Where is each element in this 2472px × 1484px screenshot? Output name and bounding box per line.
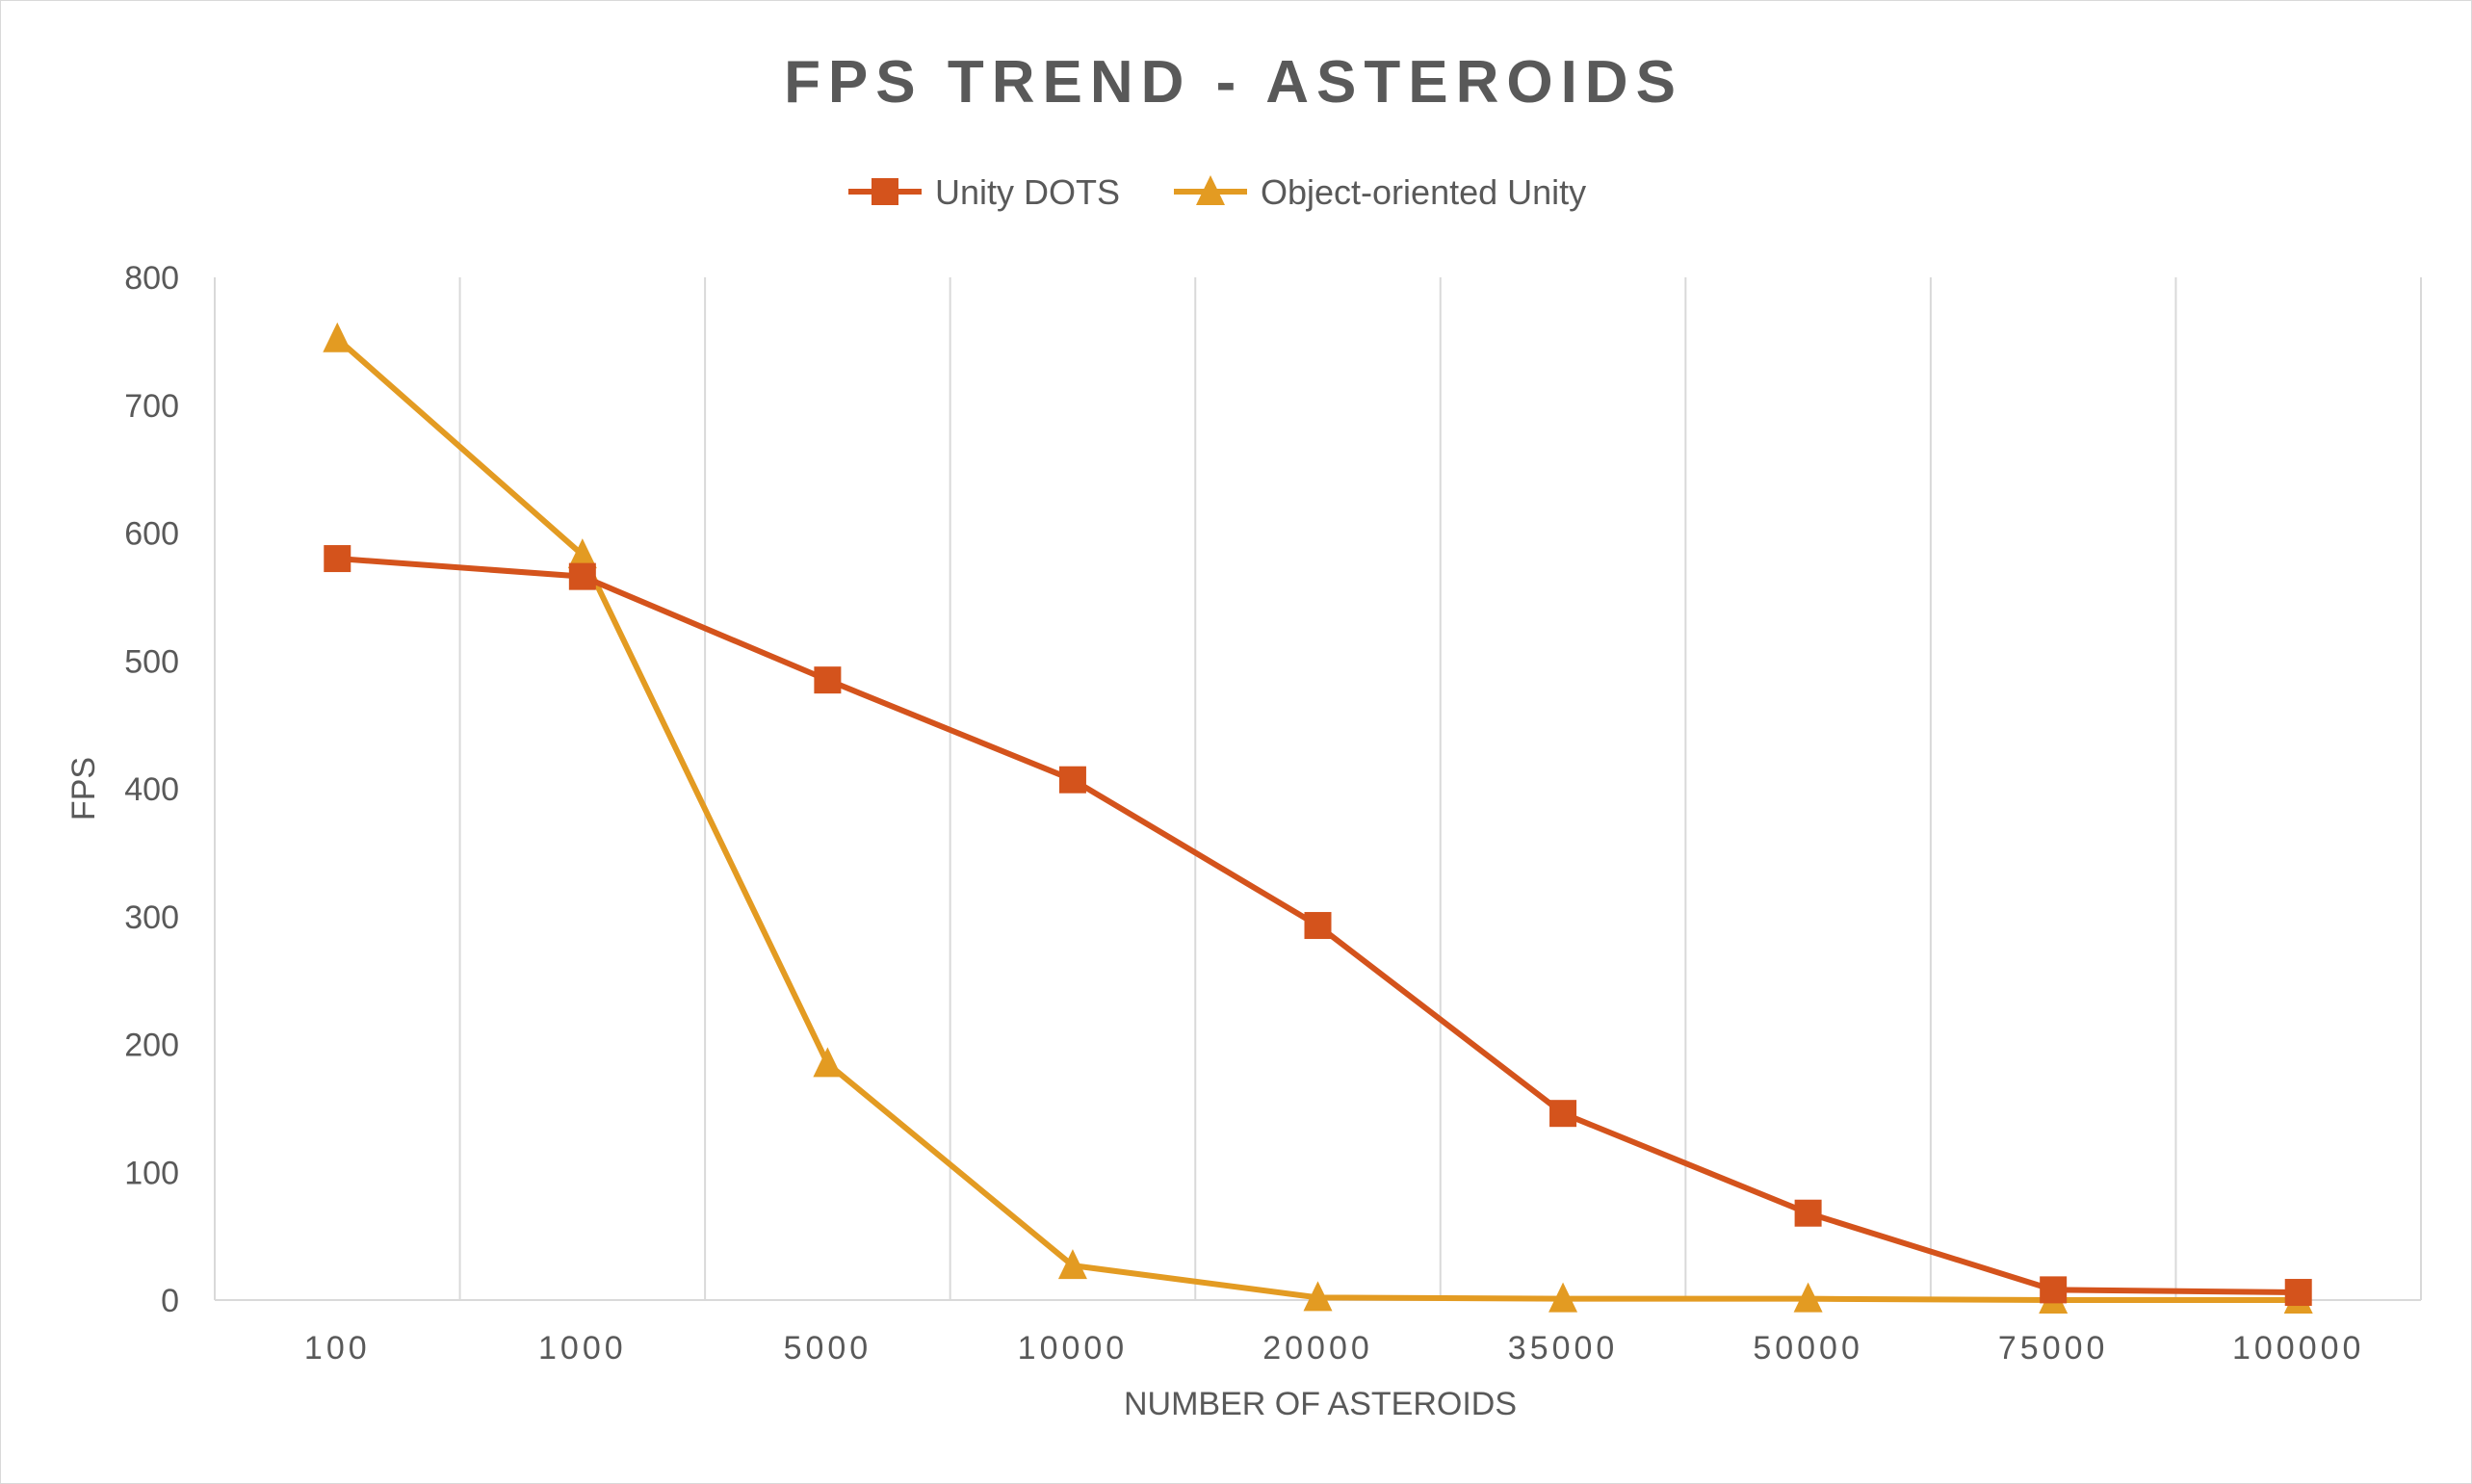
object-oriented-unity-point xyxy=(567,538,597,569)
x-tick-label: 20000 xyxy=(1262,1330,1373,1367)
y-tick-label: 0 xyxy=(161,1283,179,1319)
object-oriented-unity-point xyxy=(1303,1281,1333,1312)
legend: Unity DOTS Object-oriented Unity xyxy=(848,172,1586,212)
object-oriented-unity-point xyxy=(1793,1282,1823,1313)
unity-dots-point xyxy=(2040,1276,2068,1304)
unity-dots-point xyxy=(1549,1100,1577,1128)
series-line-object-oriented-unity xyxy=(335,336,2299,1303)
x-tick-label: 5000 xyxy=(784,1330,872,1367)
series-lines xyxy=(335,336,2299,1303)
y-tick-label: 600 xyxy=(124,516,179,553)
axes xyxy=(214,277,2421,1301)
chart-title: FPS TREND - ASTEROIDS xyxy=(784,49,1683,116)
x-tick-label: 75000 xyxy=(1998,1330,2109,1367)
x-tick-label: 10000 xyxy=(1018,1330,1129,1367)
gridlines xyxy=(458,277,2422,1300)
y-tick-label: 300 xyxy=(124,899,179,936)
y-tick-label: 200 xyxy=(124,1028,179,1064)
object-oriented-unity-point xyxy=(1548,1282,1578,1313)
x-tick-label: 100 xyxy=(304,1330,371,1367)
x-axis-label: NUMBER OF ASTEROIDS xyxy=(1124,1386,1517,1422)
y-tick-labels: 0 100 200 300 400 500 600 700 800 xyxy=(124,260,179,1319)
x-tick-label: 50000 xyxy=(1753,1330,1863,1367)
legend-marker-object-oriented-unity xyxy=(1196,175,1225,205)
x-tick-labels: 100 1000 5000 10000 20000 35000 50000 75000 1000… xyxy=(304,1330,2364,1367)
unity-dots-point xyxy=(1794,1199,1822,1227)
unity-dots-point xyxy=(814,666,842,694)
unity-dots-point xyxy=(1304,912,1332,940)
y-tick-label: 700 xyxy=(124,388,179,425)
object-oriented-unity-point xyxy=(813,1047,843,1078)
x-tick-label: 100000 xyxy=(2232,1330,2364,1367)
series-markers xyxy=(323,322,2313,1314)
object-oriented-unity-point xyxy=(323,322,352,352)
unity-dots-point xyxy=(2284,1279,2312,1307)
y-tick-label: 100 xyxy=(124,1155,179,1191)
unity-dots-point xyxy=(324,545,351,573)
unity-dots-point xyxy=(568,562,596,590)
y-tick-label: 800 xyxy=(124,260,179,297)
y-tick-label: 500 xyxy=(124,643,179,680)
x-tick-label: 35000 xyxy=(1508,1330,1619,1367)
unity-dots-point xyxy=(1058,766,1086,794)
legend-label-unity-dots: Unity DOTS xyxy=(935,172,1120,212)
legend-label-object-oriented-unity: Object-oriented Unity xyxy=(1261,172,1586,212)
y-axis-label: FPS xyxy=(65,757,102,820)
legend-marker-unity-dots xyxy=(872,178,898,205)
object-oriented-unity-point xyxy=(1057,1249,1087,1280)
x-tick-label: 1000 xyxy=(538,1330,627,1367)
y-tick-label: 400 xyxy=(124,771,179,808)
